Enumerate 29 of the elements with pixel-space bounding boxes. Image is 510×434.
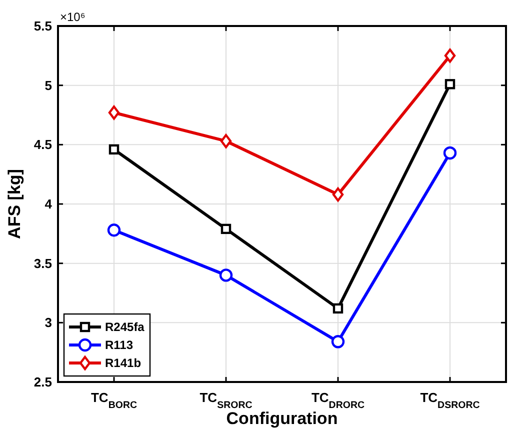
y-tick-label: 4.5 (34, 137, 52, 152)
point (444, 48, 456, 63)
x-tick-label: TC$_{BORC}$ (90, 390, 138, 410)
x-tick-label: TC$_{DSRORC}$ (420, 390, 480, 410)
point (332, 303, 344, 314)
x-axis-title: Configuration (226, 409, 338, 428)
y-tick-label: 5 (44, 78, 52, 93)
point (220, 224, 232, 234)
point (332, 187, 344, 202)
y-tick-label: 4 (44, 196, 53, 212)
point (444, 79, 456, 90)
point (107, 224, 121, 237)
point (443, 146, 457, 160)
y-tick-label: 3.5 (34, 256, 52, 271)
x-tick-label: TC$_{DRORC}$ (311, 390, 365, 410)
y-tick-label: 3 (44, 315, 52, 330)
point (108, 144, 120, 155)
legend-label: R245fa (105, 320, 145, 334)
point (220, 134, 232, 148)
point (219, 268, 233, 282)
point (108, 106, 120, 120)
legend-label: R141b (105, 356, 142, 370)
y-axis-title: AFS [kg] (5, 169, 24, 239)
x-tick-label: TC$_{SRORC}$ (200, 390, 252, 410)
text: ×10⁶ (60, 10, 86, 24)
y-tick-label: 2.5 (34, 374, 52, 390)
y-tick-label: 5.5 (34, 18, 52, 34)
point (331, 335, 345, 348)
legend-label: R113 (105, 338, 134, 352)
